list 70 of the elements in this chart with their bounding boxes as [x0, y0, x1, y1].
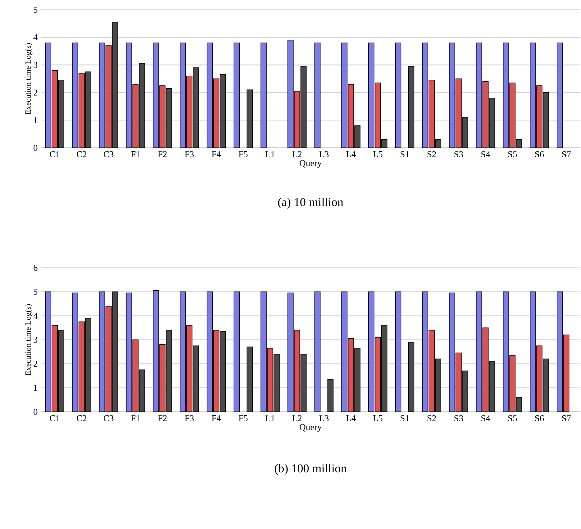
bar: [328, 379, 334, 412]
x-tick-label: F5: [238, 152, 248, 158]
bar: [408, 342, 415, 412]
x-tick-label: L4: [346, 416, 356, 422]
x-tick-label: F5: [238, 416, 248, 422]
x-tick-label: F4: [212, 416, 222, 422]
bar: [408, 66, 415, 148]
y-tick-label: 5: [34, 7, 38, 13]
bar: [314, 42, 321, 148]
bar: [314, 292, 321, 412]
bar: [556, 42, 564, 148]
x-tick-label: C3: [104, 416, 114, 422]
y-tick-label: 1: [34, 117, 38, 124]
bar: [395, 292, 402, 412]
text: (a) 10 million: [278, 198, 344, 209]
x-tick-label: S4: [482, 416, 490, 422]
x-tick-label: S5: [508, 152, 518, 158]
y-tick-label: 6: [34, 264, 38, 272]
x-tick-label: S5: [508, 416, 518, 422]
x-axis-title: Query: [300, 160, 322, 168]
x-tick-label: F4: [212, 152, 222, 158]
y-tick-label: 2: [34, 361, 38, 367]
x-tick-label: L5: [373, 416, 383, 422]
x-tick-label: F2: [158, 152, 167, 158]
x-tick-label: S3: [454, 416, 464, 422]
x-tick-label: L3: [320, 152, 329, 158]
y-tick-label: 5: [34, 289, 38, 295]
x-tick-label: L4: [346, 152, 356, 158]
x-tick-label: L5: [373, 152, 383, 158]
x-tick-label: S6: [535, 416, 544, 422]
x-tick-label: L2: [292, 152, 302, 158]
x-tick-label: S4: [482, 152, 490, 158]
x-tick-label: S2: [428, 152, 436, 158]
x-tick-label: S7: [562, 152, 572, 158]
x-tick-label: S3: [454, 152, 464, 158]
x-tick-label: F1: [131, 152, 140, 158]
x-tick-label: C3: [104, 152, 114, 158]
x-tick-label: C2: [77, 416, 87, 422]
x-tick-label: L2: [292, 416, 302, 422]
x-tick-label: L3: [320, 416, 329, 422]
x-tick-label: F3: [185, 416, 194, 422]
bar: [234, 42, 240, 148]
y-tick-label: 3: [34, 336, 38, 344]
bar: [395, 42, 402, 148]
y-tick-label: 1: [34, 385, 38, 391]
x-tick-label: S2: [428, 416, 436, 422]
text: (b) 100 million: [275, 464, 347, 476]
y-tick-label: 0: [34, 144, 38, 152]
x-tick-label: S1: [400, 152, 410, 158]
bar: [260, 42, 267, 148]
x-tick-label: F2: [158, 416, 167, 422]
x-tick-label: L1: [266, 152, 275, 158]
y-tick-label: 4: [34, 34, 38, 41]
y-tick-label: 2: [34, 90, 38, 96]
x-tick-label: F3: [185, 152, 194, 158]
y-tick-label: 3: [34, 62, 38, 68]
bar: [246, 346, 253, 412]
bar: [246, 90, 253, 148]
x-tick-label: F1: [131, 416, 140, 422]
x-tick-label: C1: [50, 152, 60, 158]
x-tick-label: S6: [535, 152, 544, 158]
x-axis-title: Query: [300, 424, 322, 432]
x-tick-label: S7: [562, 416, 572, 422]
bar: [234, 292, 240, 412]
x-tick-label: C2: [77, 152, 87, 158]
y-tick-label: 0: [34, 408, 38, 416]
x-tick-label: C1: [50, 416, 60, 422]
x-tick-label: L1: [266, 416, 275, 422]
x-tick-label: S1: [400, 416, 410, 422]
y-tick-label: 4: [34, 313, 38, 319]
